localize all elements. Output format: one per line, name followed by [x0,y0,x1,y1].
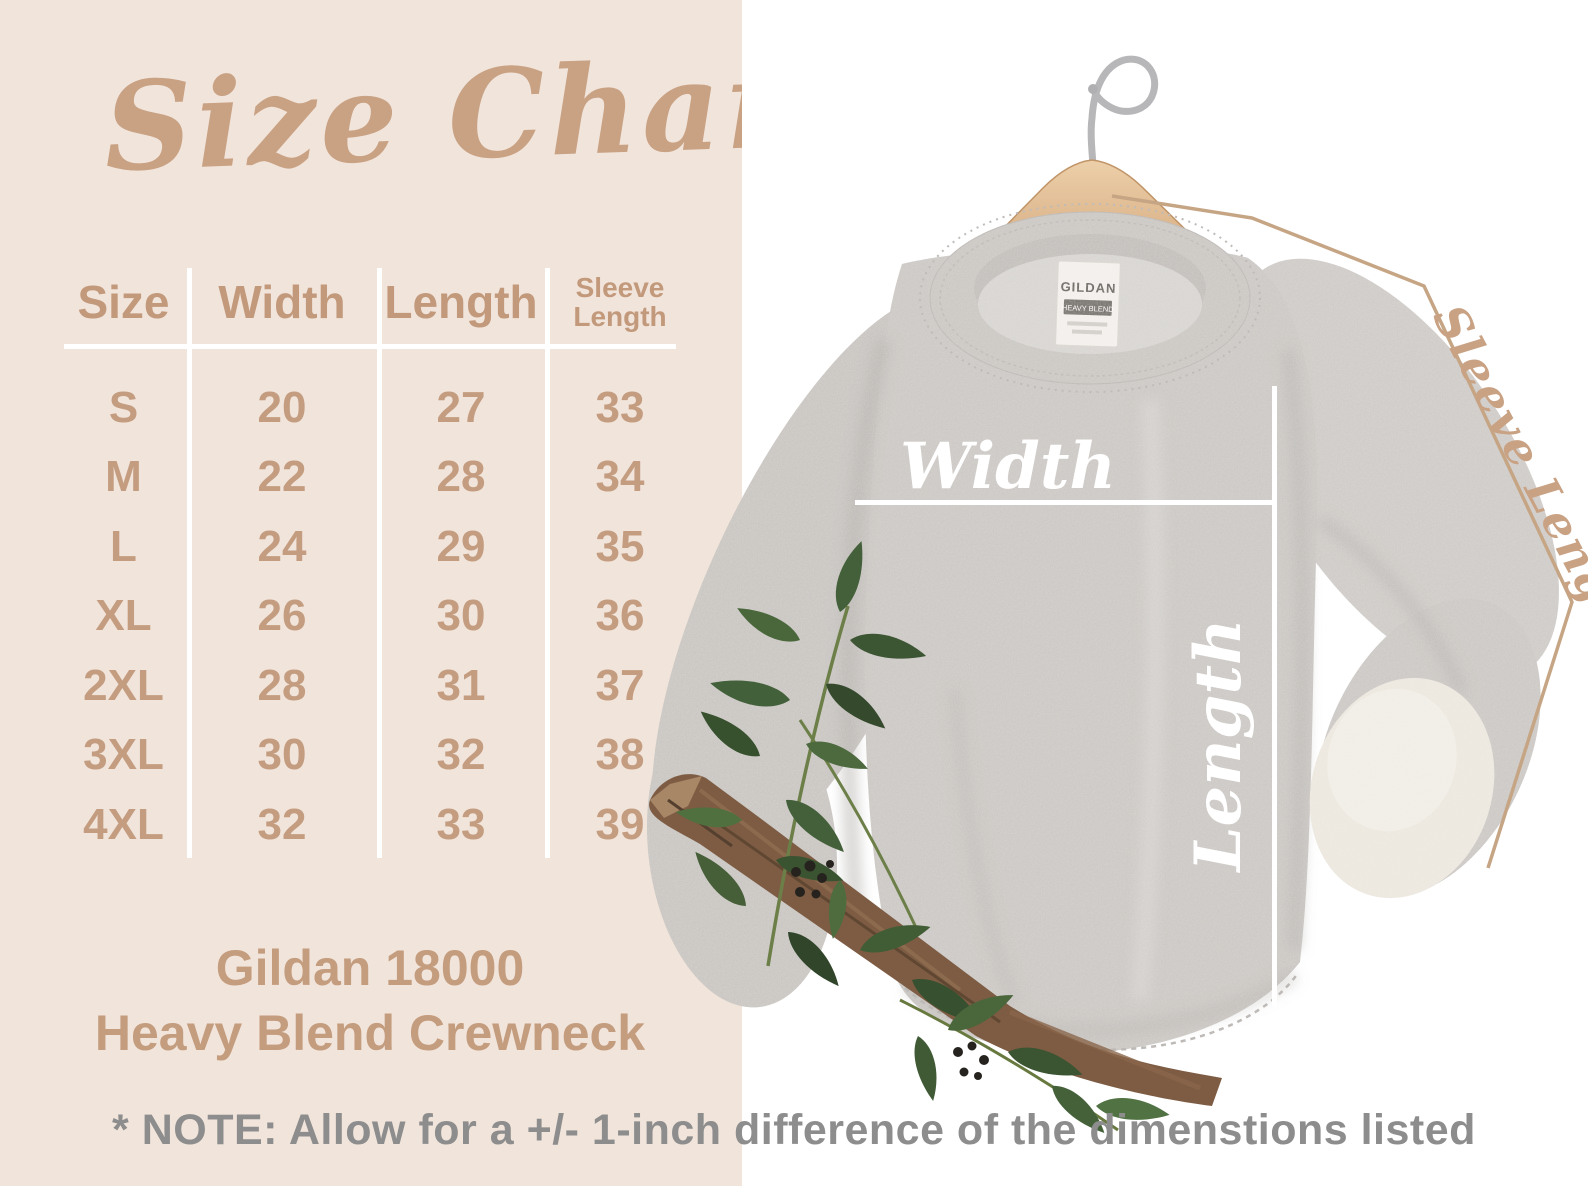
table-divider-vertical-1 [187,268,192,858]
row-l-length: 29 [436,521,486,571]
header-length: Length [384,275,538,328]
tag-sub-text: HEAVY BLEND [1062,303,1115,314]
size-table-header: Size Width Length Sleeve Length [60,262,695,342]
sleeve-length-line [1111,194,1574,869]
row-3xl-sleeve: 38 [595,730,645,780]
neck-tag: GILDAN HEAVY BLEND [1055,260,1121,348]
header-size: Size [77,275,170,328]
length-line [1272,386,1277,1006]
row-3xl-size: 3XL [83,730,164,780]
left-panel-background [0,0,742,1186]
row-l-width: 24 [257,521,307,571]
row-s-length: 27 [436,382,486,432]
row-3xl-length: 32 [436,730,486,780]
table-divider-vertical-3 [545,268,550,858]
product-name-line1: Gildan 18000 [215,940,525,996]
row-l-size: L [110,521,137,571]
row-2xl-sleeve: 37 [595,660,645,710]
header-width: Width [218,275,346,328]
row-m-width: 22 [257,452,307,502]
header-sleeve-length: Sleeve Length [573,271,667,332]
row-s-sleeve: 33 [595,382,645,432]
width-line [855,500,1273,505]
row-xl-length: 30 [436,591,486,641]
product-name-line2: Heavy Blend Crewneck [94,1005,646,1061]
row-m-size: M [105,452,142,502]
note-text: * NOTE: Allow for a +/- 1-inch differenc… [112,1106,1476,1154]
row-xl-width: 26 [257,591,307,641]
table-divider-horizontal [64,344,676,349]
hanger-hook-ball [1088,84,1098,94]
tag-brand-text: GILDAN [1060,279,1116,296]
row-s-size: S [108,382,139,432]
decorative-branch [649,537,1222,1142]
berries [791,860,989,1080]
right-sleeve [1231,258,1559,682]
table-divider-vertical-2 [377,268,382,858]
row-4xl-size: 4XL [83,799,164,849]
row-m-sleeve: 34 [595,452,645,502]
row-s-width: 20 [257,382,307,432]
row-xl-size: XL [95,591,152,641]
row-2xl-size: 2XL [83,660,164,710]
hem-stitch [904,972,1300,1052]
row-2xl-width: 28 [257,660,307,710]
row-m-length: 28 [436,452,486,502]
length-label: Length [1181,618,1256,873]
right-cuff-fold [1327,688,1457,832]
width-label: Width [900,429,1116,504]
stick-broken-end [650,776,702,818]
size-table-body: S 20 27 33 M 22 28 34 L 24 29 35 XL 26 3… [60,373,695,860]
row-4xl-width: 32 [257,799,307,849]
row-xl-sleeve: 36 [595,591,645,641]
hanger-hook-icon [1087,55,1159,180]
tag-badge [1063,299,1113,316]
row-2xl-length: 31 [436,660,486,710]
row-l-sleeve: 35 [595,521,645,571]
sweatshirt: GILDAN HEAVY BLEND [646,203,1559,1054]
row-3xl-width: 30 [257,730,307,780]
row-4xl-sleeve: 39 [595,799,645,849]
product-name: Gildan 18000 Heavy Blend Crewneck [40,936,700,1066]
row-4xl-length: 33 [436,799,486,849]
